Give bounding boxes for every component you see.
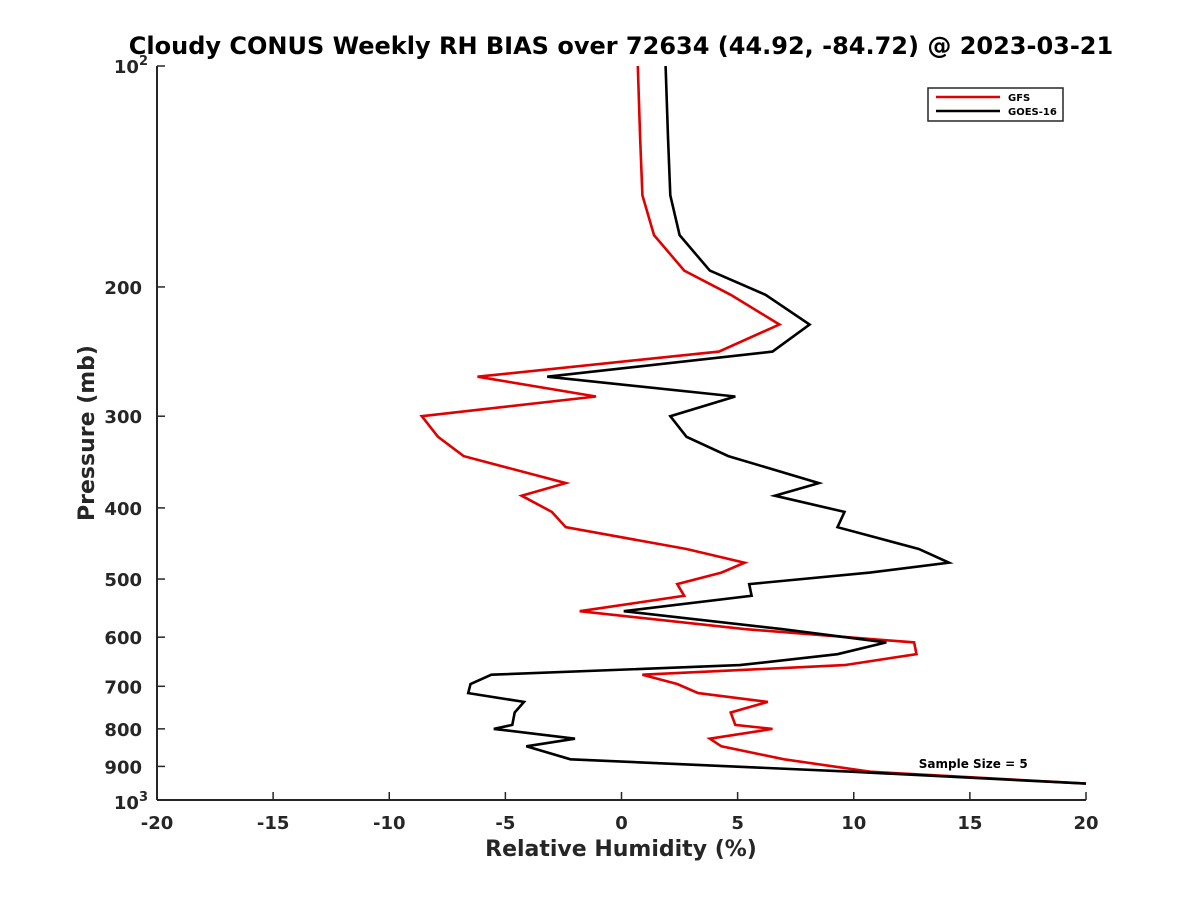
chart-title: Cloudy CONUS Weekly RH BIAS over 72634 (… <box>129 32 1113 60</box>
y-tick-label: 500 <box>104 570 142 591</box>
y-tick-label-bottom: 103 <box>114 790 148 814</box>
y-tick-label: 900 <box>104 757 142 778</box>
x-tick-label: -10 <box>373 813 406 834</box>
legend-label: GFS <box>1008 93 1030 104</box>
y-tick-label-top: 102 <box>114 54 148 78</box>
y-tick-label: 600 <box>104 628 142 649</box>
plot-area <box>156 66 1086 801</box>
x-tick-label: 10 <box>841 813 866 834</box>
x-tick-label: 5 <box>731 813 744 834</box>
y-tick-label: 700 <box>104 677 142 698</box>
annotations: Sample Size = 5 <box>919 757 1028 771</box>
series-line-goes-16 <box>466 65 1087 785</box>
legend-box <box>927 87 1064 122</box>
legend-label: GOES-16 <box>1008 107 1057 118</box>
y-tick-label: 800 <box>104 720 142 741</box>
x-tick-label: -20 <box>141 813 174 834</box>
x-tick-label: 0 <box>615 813 628 834</box>
sample-size-annotation: Sample Size = 5 <box>919 757 1028 771</box>
x-tick-label: -5 <box>495 813 515 834</box>
series-layer <box>419 65 1087 785</box>
x-tick-label: 20 <box>1073 813 1098 834</box>
x-axis: -20 -15 -10 -5 0 5 10 15 20 <box>141 792 1099 834</box>
x-tick-label: -15 <box>257 813 290 834</box>
y-tick-label: 200 <box>104 278 142 299</box>
x-axis-label: Relative Humidity (%) <box>485 837 757 862</box>
y-tick-label: 400 <box>104 499 142 520</box>
series-line-gfs <box>419 65 1087 785</box>
y-tick-label: 300 <box>104 407 142 428</box>
legend: GFS GOES-16 <box>927 87 1064 122</box>
y-axis: 200 300 400 500 600 700 800 900 102 103 <box>104 54 165 814</box>
x-tick-label: 15 <box>957 813 982 834</box>
y-axis-label: Pressure (mb) <box>75 345 100 521</box>
